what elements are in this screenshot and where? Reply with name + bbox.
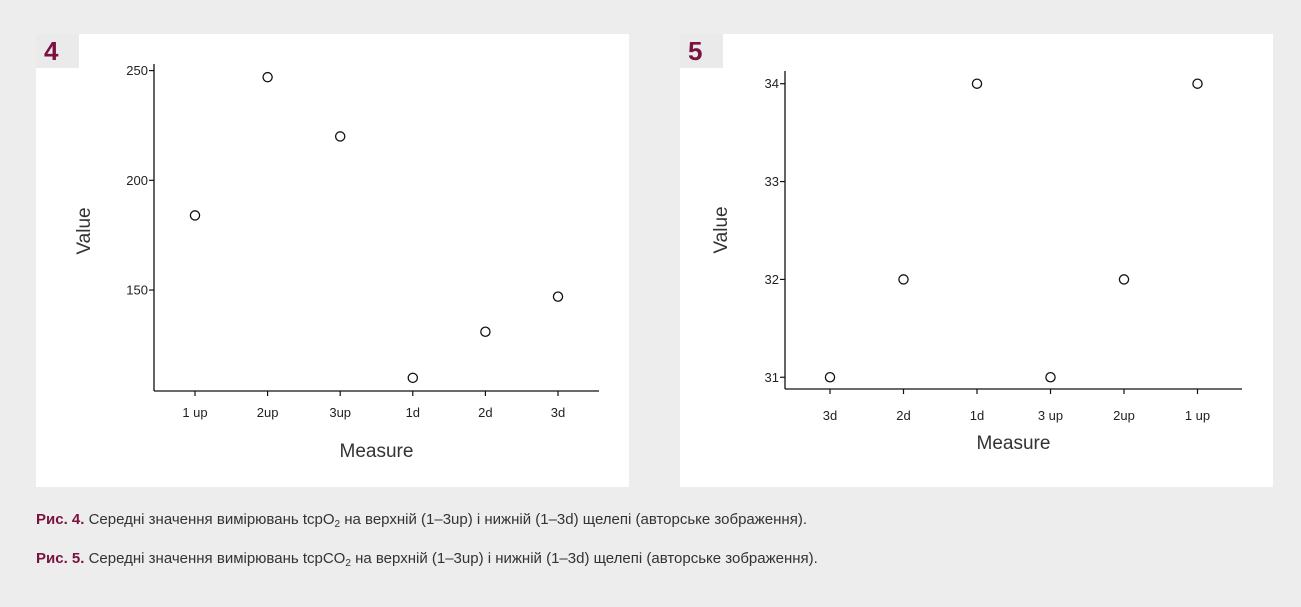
- data-point: [189, 210, 201, 221]
- x-tick-label: 1d: [970, 408, 984, 423]
- data-point: [480, 326, 491, 337]
- data-point: [262, 71, 273, 83]
- x-tick-label: 1 up: [1185, 408, 1210, 423]
- y-tick-label: 200: [126, 173, 148, 188]
- x-axis-title: Measure: [977, 433, 1051, 454]
- data-point: [1192, 78, 1203, 89]
- x-axis-title: Measure: [340, 441, 414, 462]
- x-tick-label: 2up: [257, 405, 279, 420]
- caption-subscript: 2: [334, 519, 341, 530]
- x-tick-label: 3 up: [1038, 408, 1063, 423]
- caption-subscript: 2: [345, 558, 351, 569]
- y-tick-label: 250: [126, 63, 148, 78]
- data-point: [552, 291, 564, 302]
- data-point: [1045, 372, 1056, 383]
- scatter-plot: 31 32 33 34 3d 2d 1d 3 up 2up 1 up Measure Value: [711, 71, 1242, 454]
- figure-caption: Рис. 5. Середні значення вимірювань tcpC…: [36, 548, 1276, 569]
- y-tick-label: 33: [765, 174, 779, 189]
- x-tick-label: 3d: [551, 405, 565, 420]
- data-point: [971, 78, 983, 89]
- x-tick-label: 3up: [329, 405, 351, 420]
- caption-label: Рис. 5.: [36, 550, 85, 567]
- chart-panel-4: 4 150 200 250 1 up 2up 3up 1d 2d 3d Measure Value: [36, 34, 629, 487]
- chart-panel-5: 5 31 32 33 34 3d 2d 1d 3 up 2up 1 up Measure Value: [680, 34, 1273, 487]
- y-tick-label: 150: [126, 283, 148, 298]
- caption-text: Середні значення вимірювань tcpO: [84, 511, 335, 528]
- y-axis-title: Value: [74, 207, 95, 254]
- figure-captions: Рис. 4. Середні значення вимірювань tcpO…: [36, 509, 1276, 587]
- x-tick-label: 2d: [896, 408, 910, 423]
- x-tick-label: 2up: [1113, 408, 1135, 423]
- data-point: [334, 131, 346, 142]
- caption-label: Рис. 4.: [36, 511, 85, 528]
- x-tick-label: 3d: [823, 408, 837, 423]
- y-tick-label: 34: [765, 76, 779, 91]
- caption-text: на верхній (1–3up) і нижній (1–3d) щелеп…: [350, 550, 818, 567]
- data-point: [1118, 274, 1130, 285]
- x-tick-label: 1d: [406, 405, 420, 420]
- data-point: [824, 372, 836, 383]
- caption-text: Середні значення вимірювань tcpCO: [84, 550, 346, 567]
- x-tick-label: 1 up: [182, 405, 207, 420]
- scatter-plot: 150 200 250 1 up 2up 3up 1d 2d 3d Measure Value: [74, 63, 599, 462]
- figure-caption: Рис. 4. Середні значення вимірювань tcpO…: [36, 509, 1276, 530]
- x-tick-label: 2d: [478, 405, 492, 420]
- panel-number: 5: [680, 34, 723, 68]
- panel-number: 4: [36, 34, 79, 68]
- y-tick-label: 31: [765, 370, 779, 385]
- y-tick-label: 32: [765, 272, 779, 287]
- y-axis-title: Value: [711, 206, 732, 253]
- data-point: [898, 274, 909, 285]
- data-point: [407, 372, 419, 384]
- caption-text: на верхній (1–3up) і нижній (1–3d) щелеп…: [340, 511, 807, 528]
